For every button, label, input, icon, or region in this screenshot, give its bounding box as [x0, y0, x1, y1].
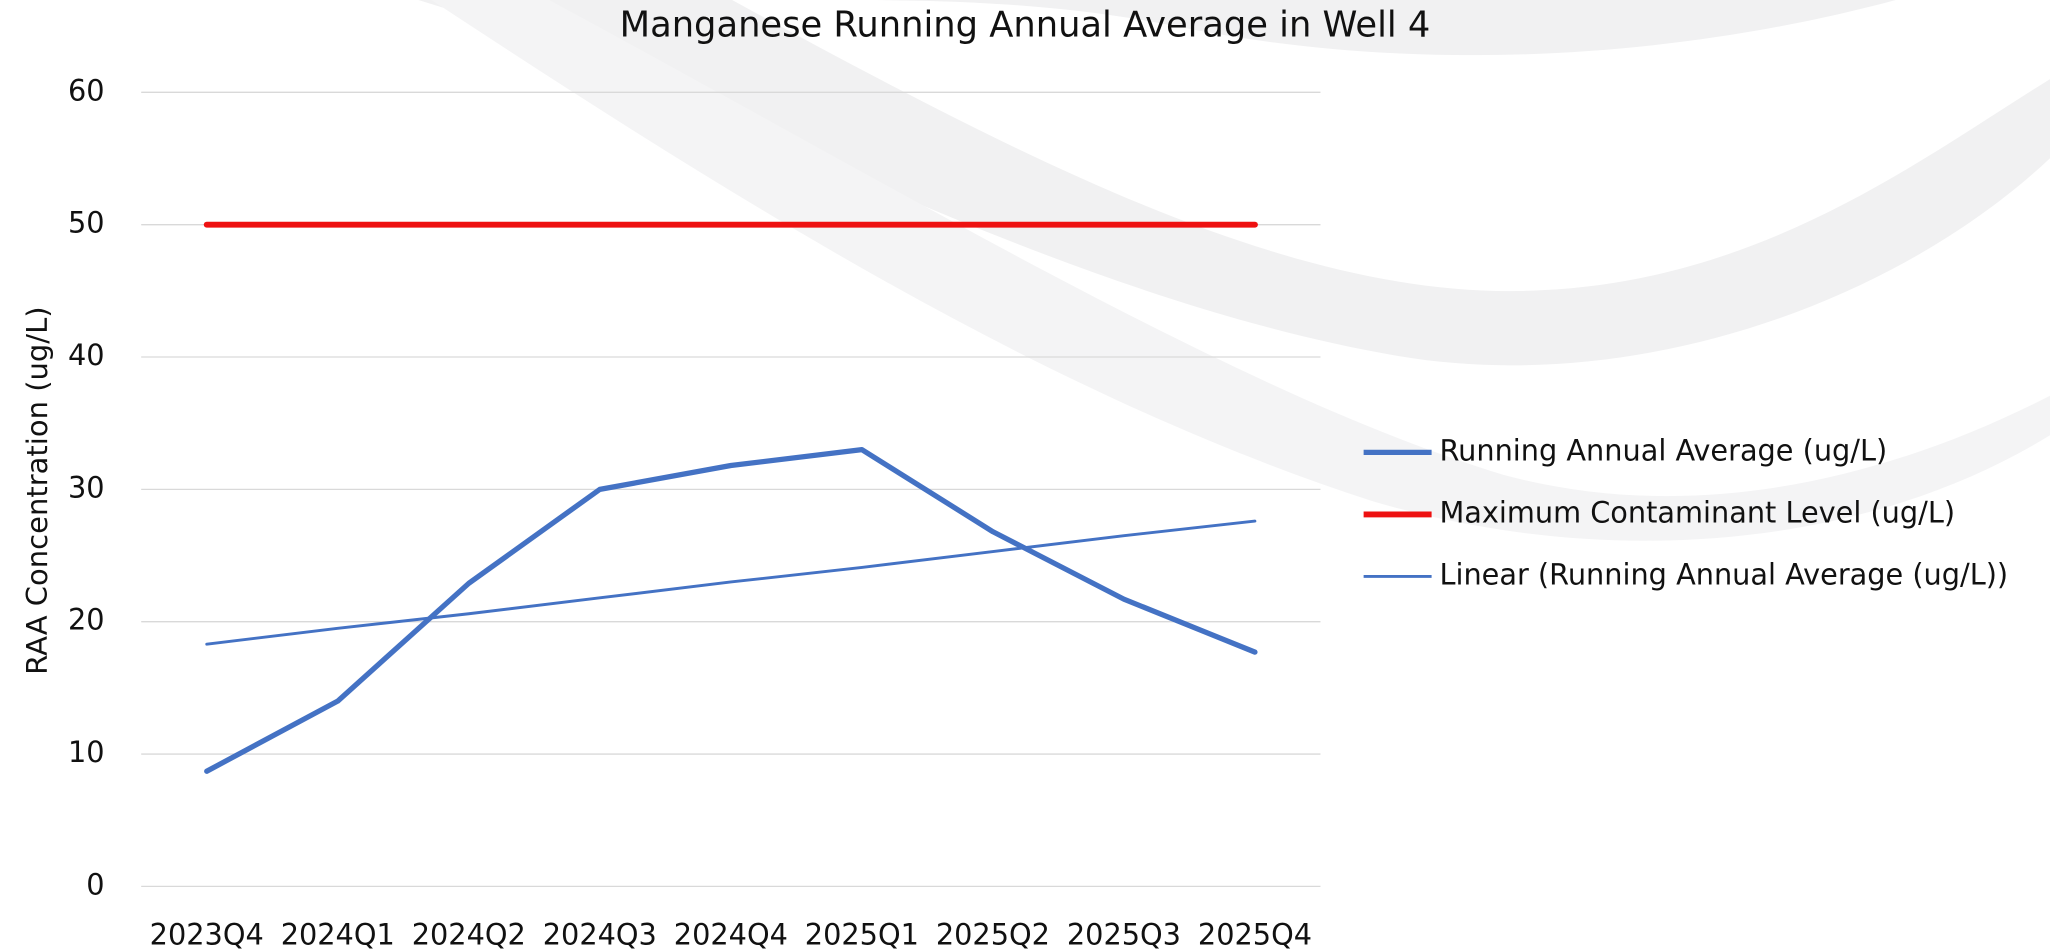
y-tick-label: 0	[86, 867, 104, 901]
y-tick-label: 40	[68, 338, 105, 372]
x-tick-label: 2025Q2	[936, 917, 1050, 951]
y-tick-label: 10	[68, 735, 105, 769]
y-axis-label: RAA Concentration (ug/L)	[20, 306, 54, 674]
x-tick-label: 2024Q2	[412, 917, 526, 951]
x-tick-label: 2023Q4	[150, 917, 264, 951]
y-tick-label: 60	[68, 73, 105, 107]
x-tick-label: 2024Q1	[281, 917, 395, 951]
background-swoosh	[418, 0, 2050, 541]
x-tick-label: 2025Q4	[1198, 917, 1312, 951]
series-line	[205, 519, 1257, 646]
y-tick-label: 30	[68, 470, 105, 504]
x-tick-label: 2024Q3	[543, 917, 657, 951]
series-line	[204, 447, 1258, 774]
y-tick-label: 20	[68, 603, 105, 637]
legend-label: Maximum Contaminant Level (ug/L)	[1439, 495, 1955, 529]
legend-label: Running Annual Average (ug/L)	[1439, 433, 1887, 467]
y-tick-label: 50	[68, 206, 105, 240]
x-tick-label: 2024Q4	[674, 917, 788, 951]
x-tick-label: 2025Q1	[805, 917, 919, 951]
x-tick-label: 2025Q3	[1067, 917, 1181, 951]
chart-title: Manganese Running Annual Average in Well…	[620, 4, 1431, 45]
legend-label: Linear (Running Annual Average (ug/L))	[1439, 557, 2008, 591]
